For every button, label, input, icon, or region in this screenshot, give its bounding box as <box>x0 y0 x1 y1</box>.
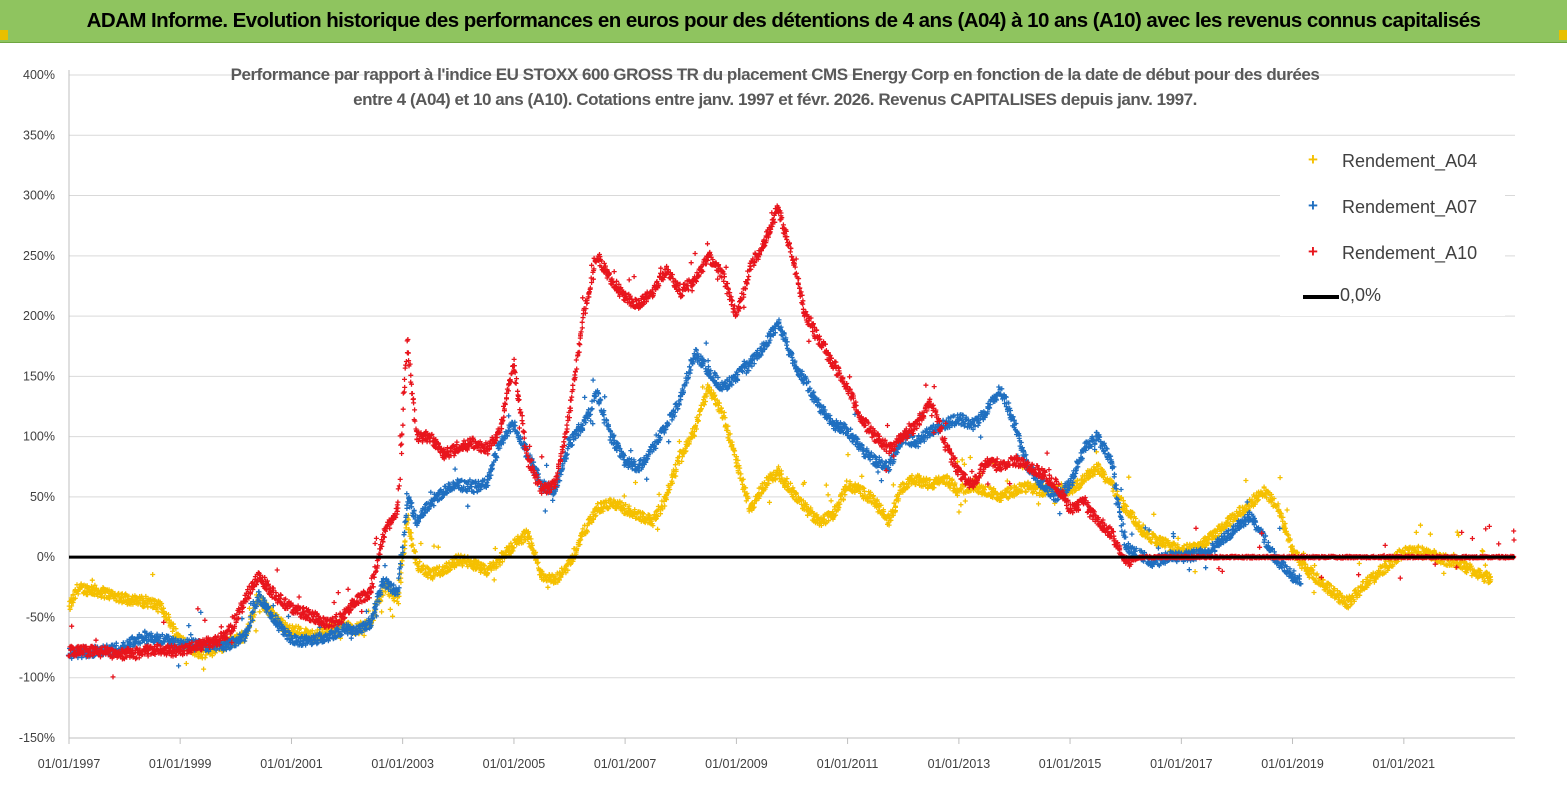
axis-layer: -150% -100% -50% 0% 50% 100% 150% 200% 250% 300% 3… <box>19 68 1515 771</box>
x-tick-label: 01/01/2013 <box>928 757 991 771</box>
y-tick-label: -150% <box>19 731 55 745</box>
x-tick-label: 01/01/2017 <box>1150 757 1213 771</box>
legend-label-zero: 0,0% <box>1340 285 1382 305</box>
y-tick-label: 100% <box>23 430 55 444</box>
y-tick-label: 200% <box>23 309 55 323</box>
legend-item-a10: + Rendement_A10 <box>1280 240 1505 270</box>
corner-mark-left <box>0 30 8 40</box>
x-tick-label: 01/01/2001 <box>260 757 323 771</box>
y-tick-label: 400% <box>23 68 55 82</box>
legend-label-a10: Rendement_A10 <box>1342 243 1478 263</box>
legend: + Rendement_A04 + Rendement_A07 + Rendem… <box>1280 140 1505 316</box>
y-tick-label: 250% <box>23 249 55 263</box>
header-bar: ADAM Informe. Evolution historique des p… <box>0 0 1567 43</box>
x-tick-label: 01/01/2019 <box>1261 757 1324 771</box>
chart-title-line-2: entre 4 (A04) et 10 ans (A10). Cotations… <box>353 90 1197 109</box>
chart-title-line-1: Performance par rapport à l'indice EU ST… <box>230 65 1320 84</box>
legend-label-a07: Rendement_A07 <box>1342 197 1478 217</box>
plus-marker-icon: + <box>1308 242 1318 261</box>
legend-item-a04: + Rendement_A04 <box>1280 148 1505 178</box>
legend-item-a07: + Rendement_A07 <box>1280 194 1505 224</box>
y-tick-label: -100% <box>19 671 55 685</box>
chart-title: Performance par rapport à l'indice EU ST… <box>120 62 1430 112</box>
y-tick-label: -50% <box>26 610 55 624</box>
x-tick-label: 01/01/1999 <box>149 757 212 771</box>
x-tick-label: 01/01/2011 <box>817 757 879 771</box>
y-tick-label: 50% <box>30 490 55 504</box>
x-tick-label: 01/01/2007 <box>594 757 657 771</box>
x-tick-label: 01/01/2003 <box>371 757 434 771</box>
plus-marker-icon: + <box>1308 196 1318 215</box>
legend-label-a04: Rendement_A04 <box>1342 151 1478 171</box>
y-tick-label: 0% <box>37 550 55 564</box>
x-tick-label: 01/01/2009 <box>705 757 768 771</box>
legend-item-zero-line: 0,0% <box>1280 282 1505 312</box>
page-title: ADAM Informe. Evolution historique des p… <box>86 9 1481 32</box>
corner-mark-right <box>1559 30 1567 40</box>
y-tick-label: 300% <box>23 189 55 203</box>
x-tick-label: 01/01/2015 <box>1039 757 1102 771</box>
x-tick-label: 01/01/2021 <box>1373 757 1436 771</box>
x-tick-label: 01/01/2005 <box>483 757 546 771</box>
plus-marker-icon: + <box>1308 150 1318 169</box>
y-tick-label: 150% <box>23 369 55 383</box>
line-marker-icon <box>1303 295 1339 299</box>
x-tick-label: 01/01/1997 <box>38 757 101 771</box>
y-tick-label: 350% <box>23 128 55 142</box>
